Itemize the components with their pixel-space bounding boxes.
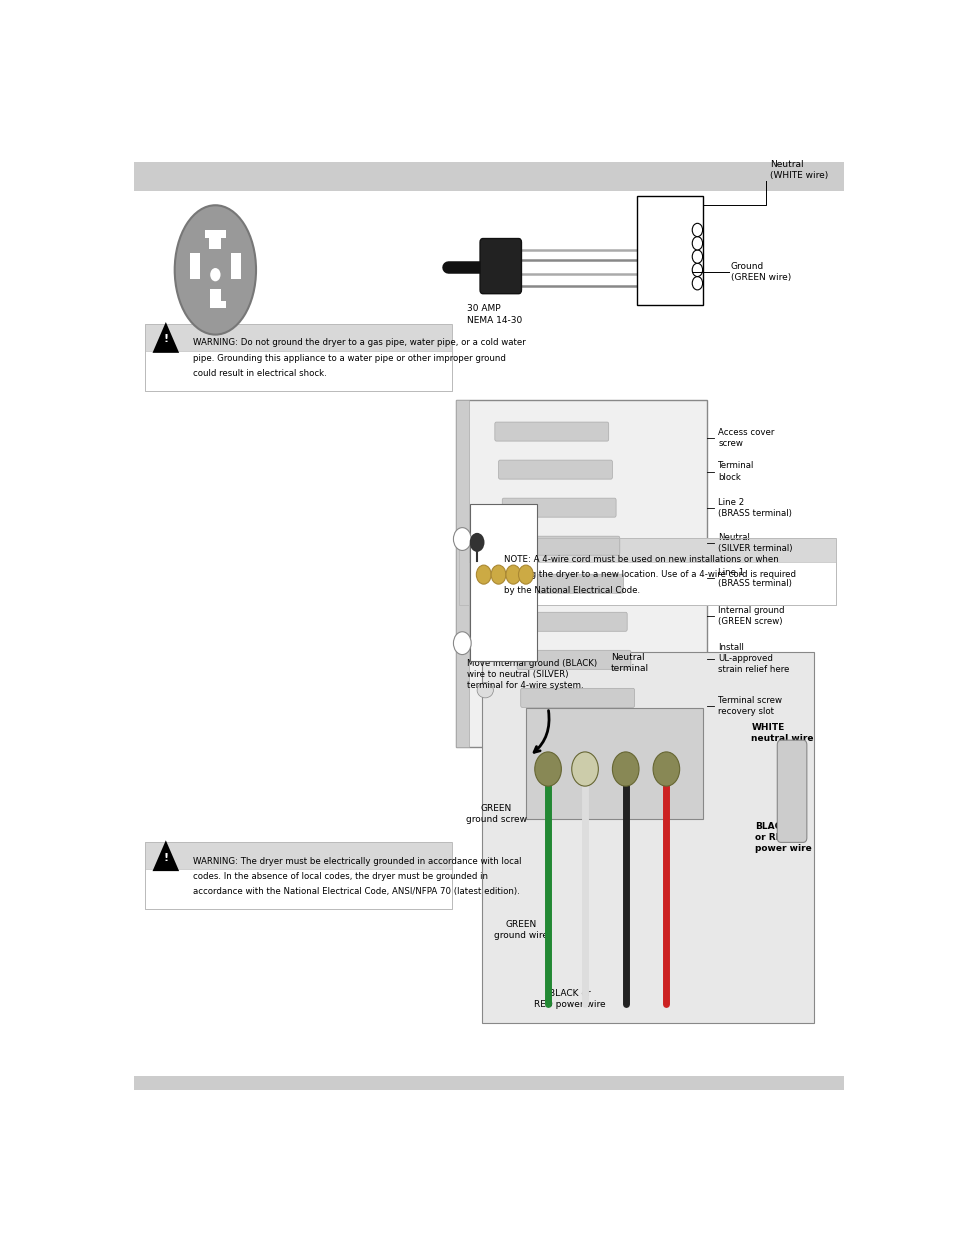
Ellipse shape (476, 645, 493, 659)
Text: !: ! (163, 852, 169, 862)
Circle shape (453, 632, 471, 655)
Text: Neutral
terminal: Neutral terminal (610, 653, 648, 673)
Text: WHITE
neutral wire: WHITE neutral wire (751, 722, 813, 743)
FancyBboxPatch shape (210, 230, 221, 249)
Text: BLACK
or RED
power wire: BLACK or RED power wire (755, 823, 811, 853)
Text: Ground
(GREEN wire): Ground (GREEN wire) (730, 262, 790, 282)
Text: GREEN
ground screw: GREEN ground screw (465, 804, 526, 825)
FancyBboxPatch shape (210, 289, 220, 308)
FancyBboxPatch shape (145, 842, 452, 869)
Circle shape (210, 268, 220, 282)
FancyBboxPatch shape (205, 230, 226, 237)
Circle shape (692, 224, 701, 237)
Circle shape (476, 566, 491, 584)
Polygon shape (152, 840, 179, 871)
Ellipse shape (476, 606, 493, 621)
Circle shape (505, 566, 520, 584)
Text: Terminal screw
recovery slot: Terminal screw recovery slot (718, 697, 781, 716)
FancyBboxPatch shape (777, 740, 806, 842)
Circle shape (453, 527, 471, 551)
FancyBboxPatch shape (495, 422, 608, 441)
FancyBboxPatch shape (481, 652, 813, 1023)
Text: Move internal ground (BLACK)
wire to neutral (SILVER)
terminal for 4-wire system: Move internal ground (BLACK) wire to neu… (466, 659, 597, 690)
Circle shape (692, 277, 701, 290)
FancyBboxPatch shape (509, 574, 623, 593)
FancyBboxPatch shape (517, 651, 630, 669)
Text: WARNING: The dryer must be electrically grounded in accordance with local: WARNING: The dryer must be electrically … (193, 857, 521, 866)
Text: Terminal
block: Terminal block (718, 462, 754, 482)
FancyBboxPatch shape (479, 238, 521, 294)
Circle shape (469, 532, 484, 552)
Circle shape (571, 752, 598, 787)
Circle shape (653, 752, 679, 787)
Circle shape (612, 752, 639, 787)
FancyBboxPatch shape (513, 613, 626, 631)
Ellipse shape (476, 683, 493, 698)
Text: moving the dryer to a new location. Use of a 4-wire cord is required: moving the dryer to a new location. Use … (503, 571, 795, 579)
Text: Internal ground
(GREEN screw): Internal ground (GREEN screw) (718, 606, 783, 626)
FancyBboxPatch shape (505, 536, 619, 556)
FancyBboxPatch shape (456, 400, 706, 747)
Text: Neutral
(SILVER terminal): Neutral (SILVER terminal) (718, 532, 792, 553)
Text: NOTE: A 4-wire cord must be used on new installations or when: NOTE: A 4-wire cord must be used on new … (503, 556, 778, 564)
FancyBboxPatch shape (637, 196, 702, 305)
Text: accordance with the National Electrical Code, ANSI/NFPA 70 (latest edition).: accordance with the National Electrical … (193, 887, 519, 897)
Ellipse shape (174, 205, 255, 335)
FancyBboxPatch shape (190, 253, 199, 279)
Text: could result in electrical shock.: could result in electrical shock. (193, 369, 327, 378)
FancyBboxPatch shape (210, 301, 226, 308)
Circle shape (692, 249, 701, 263)
Circle shape (692, 263, 701, 277)
FancyBboxPatch shape (145, 324, 452, 351)
FancyBboxPatch shape (459, 562, 836, 605)
FancyBboxPatch shape (231, 253, 240, 279)
FancyBboxPatch shape (501, 498, 616, 517)
Text: Line 2
(BRASS terminal): Line 2 (BRASS terminal) (718, 498, 791, 517)
Circle shape (535, 752, 560, 787)
Polygon shape (152, 322, 179, 353)
Text: !: ! (163, 335, 169, 345)
Text: Access cover
screw: Access cover screw (718, 429, 774, 448)
FancyBboxPatch shape (133, 163, 842, 191)
Circle shape (491, 566, 505, 584)
FancyBboxPatch shape (498, 461, 612, 479)
Text: BLACK or
RED power wire: BLACK or RED power wire (534, 989, 605, 1009)
FancyBboxPatch shape (133, 1077, 842, 1089)
FancyBboxPatch shape (145, 869, 452, 909)
FancyBboxPatch shape (520, 688, 634, 708)
Text: codes. In the absence of local codes, the dryer must be grounded in: codes. In the absence of local codes, th… (193, 872, 488, 881)
Text: GREEN
ground wire: GREEN ground wire (494, 920, 547, 941)
Text: by the National Electrical Code.: by the National Electrical Code. (503, 585, 639, 594)
FancyBboxPatch shape (145, 351, 452, 390)
Text: pipe. Grounding this appliance to a water pipe or other improper ground: pipe. Grounding this appliance to a wate… (193, 353, 505, 363)
Text: Line 1
(BRASS terminal): Line 1 (BRASS terminal) (718, 568, 791, 588)
Circle shape (692, 237, 701, 249)
Circle shape (518, 566, 533, 584)
FancyBboxPatch shape (456, 400, 469, 747)
Text: WARNING: Do not ground the dryer to a gas pipe, water pipe, or a cold water: WARNING: Do not ground the dryer to a ga… (193, 338, 525, 347)
Text: 30 AMP
NEMA 14-30: 30 AMP NEMA 14-30 (466, 304, 521, 325)
FancyBboxPatch shape (459, 538, 836, 562)
Text: Neutral
(WHITE wire): Neutral (WHITE wire) (769, 161, 827, 179)
Text: Install
UL-approved
strain relief here: Install UL-approved strain relief here (718, 643, 789, 674)
FancyBboxPatch shape (470, 504, 537, 661)
FancyBboxPatch shape (525, 708, 702, 819)
